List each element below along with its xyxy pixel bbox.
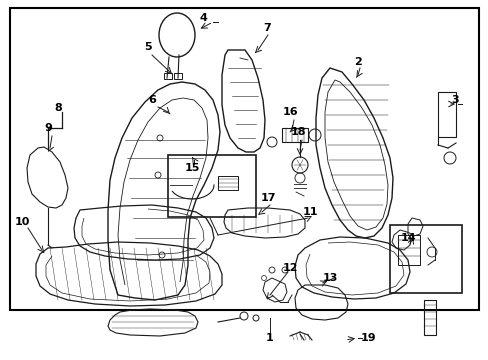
Bar <box>423 300 435 335</box>
Bar <box>10 8 478 310</box>
Text: 10: 10 <box>14 217 30 227</box>
Text: 6: 6 <box>148 95 156 105</box>
Text: 15: 15 <box>184 163 199 173</box>
Text: 7: 7 <box>263 23 270 33</box>
Bar <box>397 235 419 265</box>
Bar <box>163 73 172 79</box>
Text: 3: 3 <box>450 95 458 105</box>
Text: 5: 5 <box>144 42 151 52</box>
Bar <box>218 176 238 190</box>
Text: 8: 8 <box>54 103 62 113</box>
Bar <box>389 225 461 293</box>
Text: 4: 4 <box>199 13 206 23</box>
Text: 17: 17 <box>260 193 275 203</box>
Bar <box>168 155 256 217</box>
Bar <box>282 128 307 142</box>
Text: 14: 14 <box>399 233 415 243</box>
Text: 11: 11 <box>302 207 317 217</box>
Text: 16: 16 <box>282 107 297 117</box>
Text: 2: 2 <box>353 57 361 67</box>
Text: 9: 9 <box>44 123 52 133</box>
Bar <box>437 92 455 137</box>
Text: 1: 1 <box>265 333 273 343</box>
Bar <box>174 73 182 79</box>
Text: 18: 18 <box>290 127 305 137</box>
Text: 13: 13 <box>322 273 337 283</box>
Text: 19: 19 <box>360 333 375 343</box>
Text: 12: 12 <box>282 263 297 273</box>
